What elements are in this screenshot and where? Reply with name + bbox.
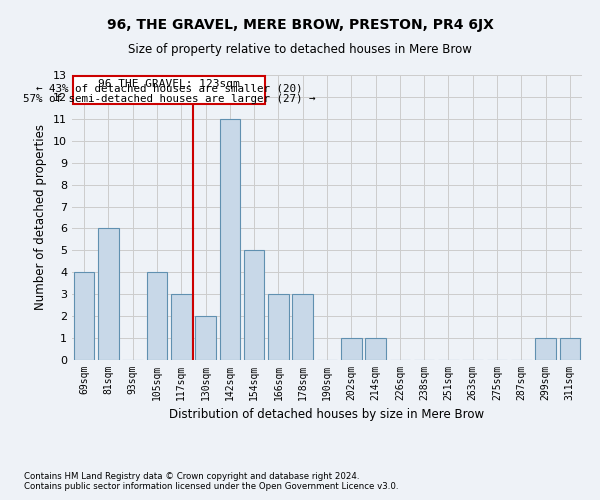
Bar bbox=[292, 294, 313, 360]
Bar bbox=[365, 338, 386, 360]
Bar bbox=[171, 294, 191, 360]
Text: Contains public sector information licensed under the Open Government Licence v3: Contains public sector information licen… bbox=[24, 482, 398, 491]
Y-axis label: Number of detached properties: Number of detached properties bbox=[34, 124, 47, 310]
Bar bbox=[560, 338, 580, 360]
Bar bbox=[73, 76, 265, 104]
Text: 96 THE GRAVEL: 123sqm: 96 THE GRAVEL: 123sqm bbox=[98, 78, 240, 88]
Bar bbox=[341, 338, 362, 360]
Text: 96, THE GRAVEL, MERE BROW, PRESTON, PR4 6JX: 96, THE GRAVEL, MERE BROW, PRESTON, PR4 … bbox=[107, 18, 493, 32]
Bar bbox=[535, 338, 556, 360]
Bar bbox=[220, 119, 240, 360]
Text: Size of property relative to detached houses in Mere Brow: Size of property relative to detached ho… bbox=[128, 42, 472, 56]
Bar bbox=[146, 272, 167, 360]
Text: 57% of semi-detached houses are larger (27) →: 57% of semi-detached houses are larger (… bbox=[23, 94, 316, 104]
Text: ← 43% of detached houses are smaller (20): ← 43% of detached houses are smaller (20… bbox=[36, 83, 302, 93]
Bar bbox=[195, 316, 216, 360]
Bar bbox=[268, 294, 289, 360]
X-axis label: Distribution of detached houses by size in Mere Brow: Distribution of detached houses by size … bbox=[169, 408, 485, 422]
Bar bbox=[244, 250, 265, 360]
Bar bbox=[98, 228, 119, 360]
Bar bbox=[74, 272, 94, 360]
Text: Contains HM Land Registry data © Crown copyright and database right 2024.: Contains HM Land Registry data © Crown c… bbox=[24, 472, 359, 481]
